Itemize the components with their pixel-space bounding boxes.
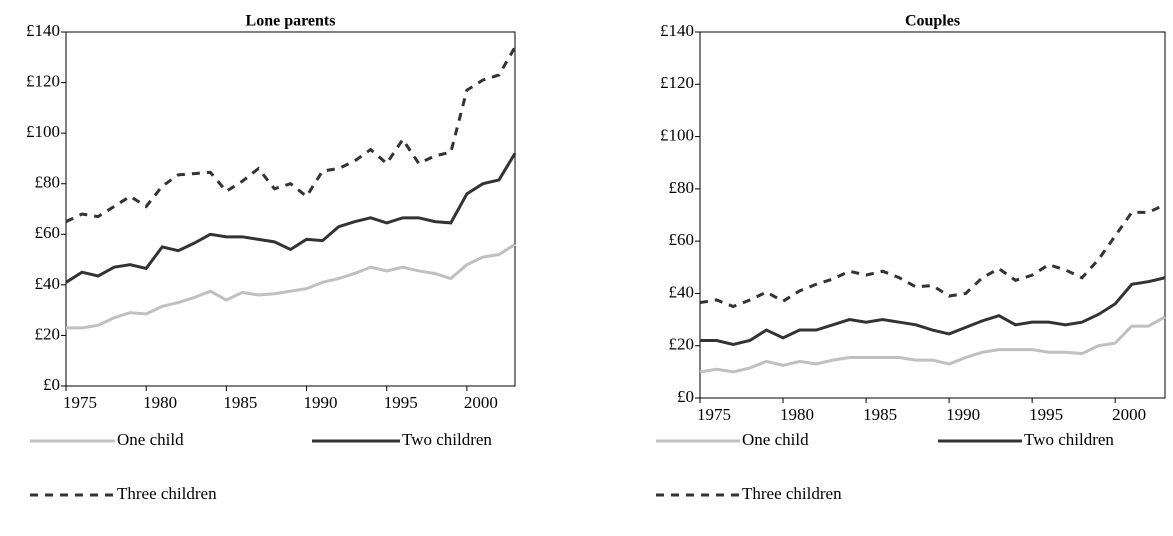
series-line <box>66 243 516 330</box>
legend-label: Three children <box>742 484 842 503</box>
y-tick-label: £0 <box>43 375 60 394</box>
y-tick-label: £140 <box>660 21 694 40</box>
y-tick-label: £120 <box>26 71 60 90</box>
x-tick-label: 1975 <box>697 405 731 424</box>
plot-frame <box>699 31 1166 399</box>
y-tick-label: £80 <box>669 178 695 197</box>
y-tick-label: £100 <box>660 125 694 144</box>
x-tick-label: 1990 <box>304 393 338 412</box>
x-tick-label: 2000 <box>464 393 498 412</box>
x-tick-label: 1985 <box>223 393 257 412</box>
plot-frame <box>65 31 516 387</box>
chart-title: Lone parents <box>246 13 336 30</box>
x-tick-label: 1975 <box>63 393 97 412</box>
x-tick-label: 1980 <box>780 405 814 424</box>
y-tick-label: £80 <box>35 173 61 192</box>
x-tick-label: 2000 <box>1112 405 1146 424</box>
legend-label: Two children <box>1024 430 1114 449</box>
y-tick-label: £120 <box>660 73 694 92</box>
y-tick-label: £60 <box>35 223 61 242</box>
y-tick-label: £0 <box>677 387 694 406</box>
series-line <box>65 152 517 284</box>
series-line <box>699 203 1166 309</box>
y-tick-label: £140 <box>26 21 60 40</box>
series-line <box>700 276 1166 346</box>
y-tick-label: £100 <box>26 122 60 141</box>
y-tick-label: £20 <box>35 324 61 343</box>
x-tick-label: 1990 <box>946 405 980 424</box>
x-tick-label: 1985 <box>863 405 897 424</box>
series-line <box>699 315 1166 374</box>
series-line <box>65 46 517 223</box>
legend-label: One child <box>742 430 809 449</box>
x-tick-label: 1995 <box>384 393 418 412</box>
y-tick-label: £20 <box>669 335 695 354</box>
chart-title: Couples <box>905 13 960 30</box>
legend-label: One child <box>117 430 184 449</box>
x-tick-label: 1980 <box>143 393 177 412</box>
y-tick-label: £40 <box>35 274 61 293</box>
legend-label: Three children <box>117 484 217 503</box>
x-tick-label: 1995 <box>1029 405 1063 424</box>
y-tick-label: £40 <box>669 282 695 301</box>
legend-label: Two children <box>402 430 492 449</box>
y-tick-label: £60 <box>669 230 695 249</box>
